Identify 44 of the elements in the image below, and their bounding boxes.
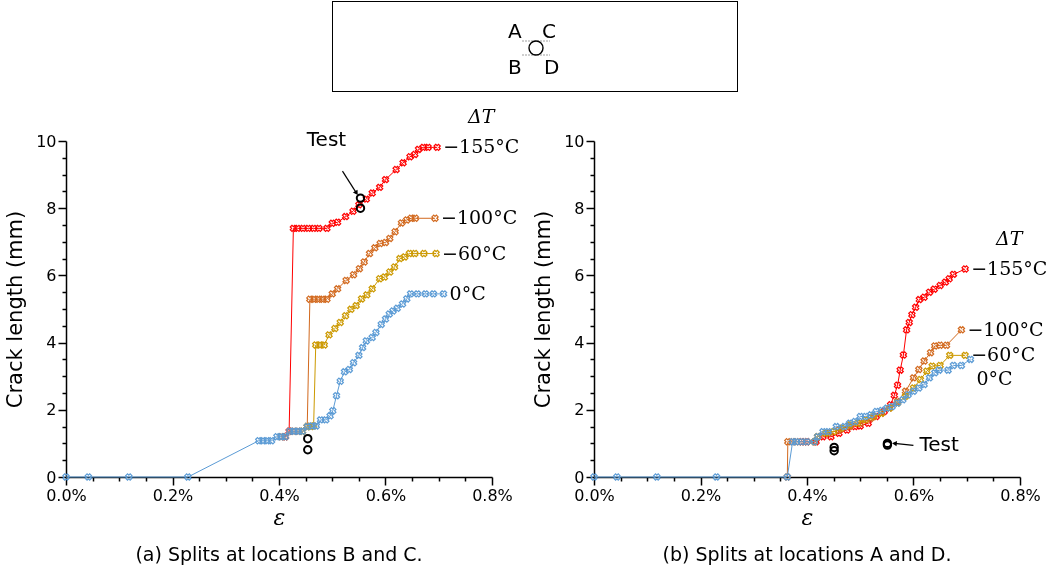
- y-tick-label: 6: [46, 265, 57, 285]
- x-tick-label: 0.4%: [259, 485, 300, 505]
- y-tick-label: 6: [574, 265, 585, 285]
- x-tick-label: 0.0%: [574, 485, 615, 505]
- series-label: −60°C: [442, 241, 507, 264]
- y-tick-label: 8: [46, 198, 57, 218]
- series-label: −155°C: [443, 135, 520, 158]
- legend-title: ΔT: [466, 105, 496, 128]
- text: D: [544, 55, 560, 79]
- y-tick-label: 4: [574, 333, 585, 353]
- text: (b) Splits at locations A and D.: [662, 543, 952, 565]
- x-tick-label: 0.2%: [680, 485, 722, 505]
- y-tick-label: 2: [574, 400, 585, 420]
- x-tick-label: 0.6%: [365, 485, 407, 505]
- x-tick-label: 0.6%: [893, 485, 935, 505]
- text: A: [508, 19, 522, 43]
- x-tick-label: 0.8%: [1000, 485, 1041, 505]
- text: C: [542, 19, 556, 43]
- series-label: −100°C: [967, 317, 1044, 340]
- x-tick-label: 0.8%: [472, 485, 513, 505]
- y-tick-label: 8: [574, 198, 585, 218]
- series-label: −60°C: [971, 343, 1036, 366]
- series-label: 0°C: [976, 367, 1013, 390]
- x-tick-label: 0.0%: [46, 485, 87, 505]
- annotation: Test: [918, 432, 959, 457]
- legend-title: ΔT: [994, 227, 1024, 250]
- text: (a) Splits at locations B and C.: [135, 543, 423, 565]
- y-tick-label: 0: [574, 467, 585, 487]
- y-axis-title: Crack length (mm): [3, 210, 28, 409]
- series-label: 0°C: [449, 281, 486, 304]
- y-tick-label: 2: [46, 400, 57, 420]
- text: B: [508, 55, 522, 79]
- series-label: −155°C: [971, 257, 1048, 280]
- y-tick-label: 4: [46, 333, 57, 353]
- x-axis-title: ε: [801, 504, 814, 530]
- x-tick-label: 0.2%: [152, 485, 194, 505]
- y-tick-label: 10: [36, 131, 57, 151]
- y-axis-title: Crack length (mm): [531, 210, 556, 409]
- annotation: Test: [305, 127, 347, 152]
- x-tick-label: 0.4%: [787, 485, 828, 505]
- y-tick-label: 10: [564, 131, 585, 151]
- x-axis-title: ε: [273, 504, 286, 530]
- series-label: −100°C: [441, 206, 518, 229]
- y-tick-label: 0: [46, 467, 57, 487]
